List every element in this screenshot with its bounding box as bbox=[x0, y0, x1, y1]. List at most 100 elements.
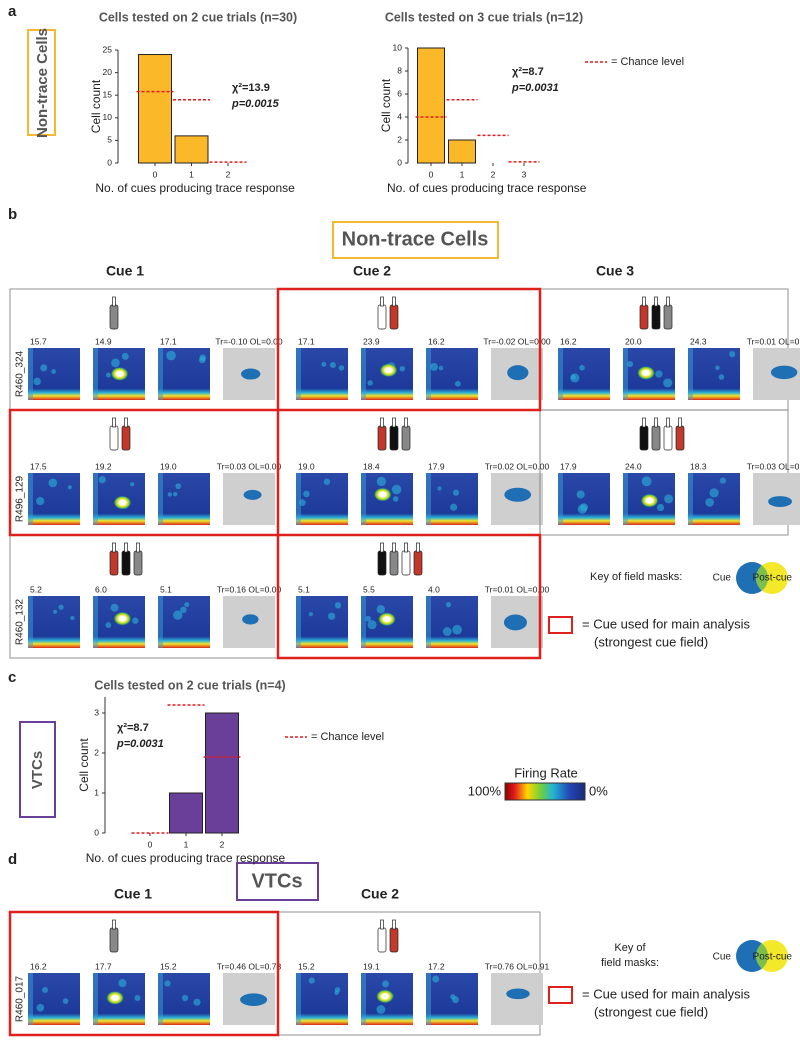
column-label: Cue 1 bbox=[106, 263, 144, 279]
map-spot bbox=[130, 482, 135, 487]
object-icon bbox=[639, 425, 649, 451]
header-box bbox=[332, 221, 499, 259]
x-tick-label: 2 bbox=[220, 839, 225, 849]
map-spot bbox=[382, 980, 389, 988]
map-edge bbox=[361, 973, 366, 1025]
map-edge bbox=[93, 473, 98, 525]
rate-label: 18.3 bbox=[690, 461, 707, 471]
rate-label: 24.0 bbox=[625, 461, 642, 471]
map-spot bbox=[367, 620, 377, 630]
x-tick-label: 3 bbox=[522, 169, 527, 179]
y-tick-label: 8 bbox=[397, 65, 402, 75]
object-icon bbox=[112, 919, 116, 930]
x-tick-label: 0 bbox=[153, 169, 158, 179]
rate-label: 18.4 bbox=[363, 461, 380, 471]
object-icon bbox=[121, 425, 131, 451]
selected-cue-box bbox=[276, 533, 542, 660]
y-axis-label: Cell count bbox=[77, 738, 91, 792]
map-edge bbox=[158, 473, 163, 525]
object-icon bbox=[404, 542, 408, 553]
x-axis-label: No. of cues producing trace response bbox=[387, 181, 587, 195]
x-tick-label: 0 bbox=[429, 169, 434, 179]
map-edge bbox=[426, 973, 431, 1025]
object-icon bbox=[642, 296, 646, 307]
map-spot bbox=[452, 489, 460, 496]
map-bg bbox=[426, 348, 478, 400]
label-box bbox=[27, 29, 56, 136]
object-icon bbox=[377, 304, 387, 330]
chart-title: Cells tested on 3 cue trials (n=12) bbox=[385, 10, 583, 24]
map-spot bbox=[323, 478, 331, 485]
key-post: Post-cue bbox=[753, 952, 793, 963]
x-axis-label: No. of cues producing trace response bbox=[95, 181, 295, 195]
map-spot bbox=[40, 364, 48, 372]
object-icon bbox=[109, 304, 119, 330]
rate-map bbox=[28, 973, 80, 1025]
map-spot bbox=[715, 365, 720, 371]
object-icon bbox=[654, 296, 658, 307]
rate-label: 5.1 bbox=[160, 584, 172, 594]
rate-label: 16.2 bbox=[560, 336, 577, 346]
object-icon bbox=[651, 304, 661, 330]
map-bg bbox=[426, 473, 478, 525]
object-icon bbox=[380, 542, 384, 553]
map-spot bbox=[626, 361, 634, 368]
key-box bbox=[548, 616, 573, 634]
key-title: Key of field masks: bbox=[590, 571, 682, 583]
object-icon bbox=[666, 417, 670, 428]
bar bbox=[138, 54, 172, 164]
mask-field bbox=[240, 993, 268, 1007]
annotation: p=0.0031 bbox=[116, 738, 164, 750]
rate-label: 16.2 bbox=[30, 961, 47, 971]
map-edge bbox=[93, 973, 98, 1025]
map-spot bbox=[376, 1005, 386, 1014]
map-edge bbox=[361, 473, 366, 525]
map-edge bbox=[93, 348, 98, 400]
header-box bbox=[236, 862, 319, 901]
map-spot bbox=[570, 373, 580, 383]
map-spot bbox=[454, 380, 461, 387]
object-icon bbox=[380, 417, 384, 428]
selected-cue-box bbox=[8, 408, 280, 537]
map-bg bbox=[426, 596, 478, 648]
stats-label: Tr=0.01 OL=0.00 bbox=[485, 584, 550, 594]
map-bg bbox=[28, 348, 80, 400]
rate-map bbox=[361, 473, 413, 525]
map-spot bbox=[33, 377, 41, 386]
object-icon bbox=[392, 919, 396, 930]
rate-map bbox=[93, 596, 145, 648]
rate-label: 15.2 bbox=[298, 961, 315, 971]
cell-border bbox=[539, 409, 789, 536]
map-spot bbox=[173, 610, 183, 620]
rate-map bbox=[296, 473, 348, 525]
annotation: p=0.0031 bbox=[511, 82, 559, 94]
bar bbox=[174, 135, 209, 164]
x-tick-label: 1 bbox=[460, 169, 465, 179]
key-selected-note: (strongest cue field) bbox=[594, 1004, 708, 1019]
object-icon bbox=[416, 542, 420, 553]
rate-label: 23.9 bbox=[363, 336, 380, 346]
legend-label: = Chance level bbox=[611, 56, 684, 68]
key-selected: = Cue used for main analysis bbox=[582, 986, 751, 1001]
rate-map bbox=[158, 473, 210, 525]
object-icon bbox=[112, 542, 116, 553]
key-title: Key of bbox=[614, 942, 646, 954]
map-edge bbox=[296, 473, 301, 525]
map-spot bbox=[579, 364, 585, 371]
map-edge bbox=[158, 596, 163, 648]
annotation: χ²=8.7 bbox=[512, 66, 544, 78]
map-field bbox=[379, 363, 398, 378]
rate-label: 5.2 bbox=[30, 584, 42, 594]
map-field bbox=[113, 611, 132, 626]
x-axis-label: No. of cues producing trace response bbox=[86, 851, 286, 865]
panel-label: a bbox=[8, 3, 17, 20]
map-spot bbox=[51, 369, 56, 374]
key-cue: Cue bbox=[713, 952, 732, 963]
rate-map bbox=[426, 973, 478, 1025]
map-spot bbox=[367, 380, 373, 386]
row-label: R496_129 bbox=[15, 475, 26, 522]
rate-map bbox=[296, 973, 348, 1025]
rate-label: 15.7 bbox=[30, 336, 47, 346]
map-spot bbox=[376, 605, 385, 614]
y-tick-label: 0 bbox=[107, 157, 112, 167]
